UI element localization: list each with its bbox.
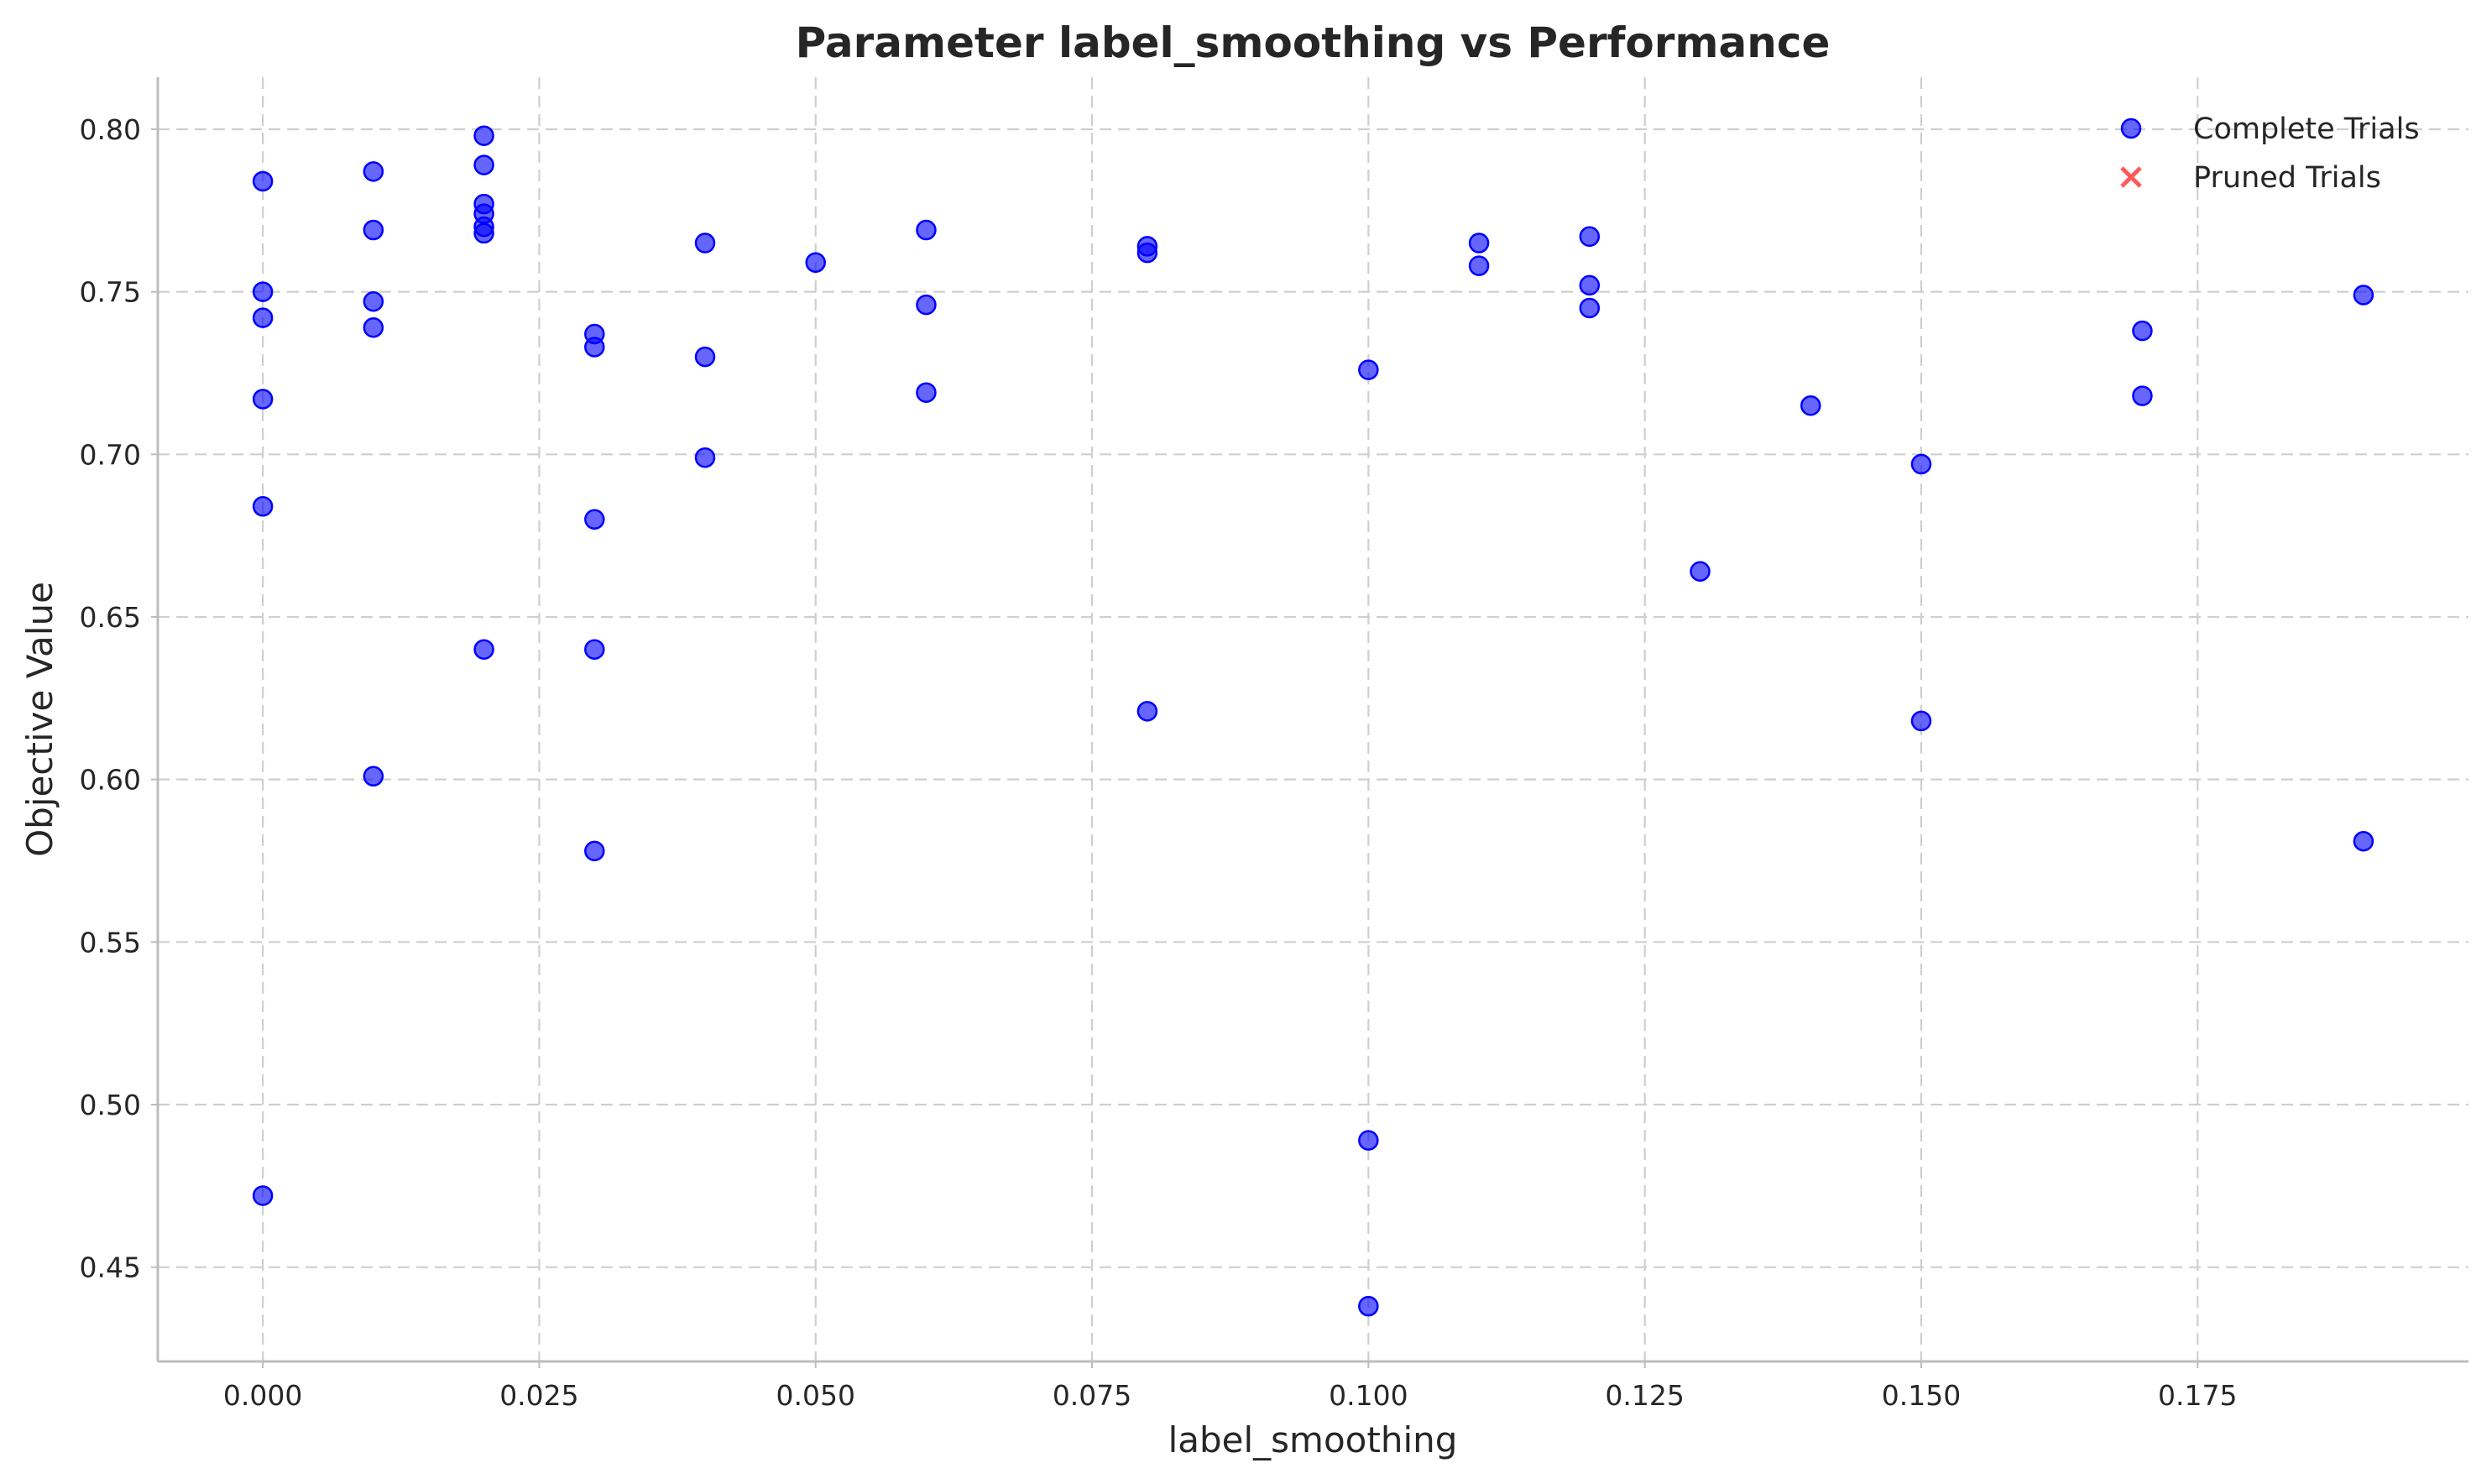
complete-trial-point <box>2132 320 2153 342</box>
complete-trial-point <box>473 154 494 175</box>
y-tick-label: 0.60 <box>80 764 141 797</box>
complete-trial-point <box>1579 274 1601 296</box>
complete-trial-point <box>252 281 274 302</box>
legend-marker-complete-trials <box>2120 118 2142 139</box>
chart-title: Parameter label_smoothing vs Performance <box>796 18 1831 67</box>
y-tick-label: 0.70 <box>80 438 141 471</box>
complete-trial-point <box>916 294 937 316</box>
legend: Complete Trials Pruned Trials <box>2120 112 2420 195</box>
y-tick-label: 0.65 <box>80 601 141 634</box>
complete-trial-point <box>1358 1295 1379 1317</box>
complete-trial-point <box>252 389 274 410</box>
complete-trial-point <box>1579 226 1601 248</box>
complete-trial-point <box>473 639 494 660</box>
complete-trial-point <box>584 639 605 660</box>
complete-trial-point <box>1358 359 1379 380</box>
complete-trial-point <box>252 496 274 517</box>
y-axis-ticks: 0.45 0.50 0.55 0.60 0.65 0.70 0.75 0.80 <box>80 113 158 1284</box>
complete-trial-point <box>1136 701 1158 722</box>
complete-trial-point <box>363 291 384 312</box>
y-tick-label: 0.50 <box>80 1089 141 1121</box>
complete-trial-point <box>1579 297 1601 319</box>
complete-trial-point <box>1136 242 1158 264</box>
x-tick-label: 0.125 <box>1605 1379 1684 1412</box>
complete-trial-point <box>694 233 716 253</box>
complete-trial-point <box>1468 233 1490 253</box>
complete-trial-point <box>1800 395 1821 416</box>
data-points <box>252 125 2374 1317</box>
legend-label-pruned-trials: Pruned Trials <box>2193 161 2381 195</box>
y-tick-label: 0.45 <box>80 1251 141 1284</box>
complete-trial-point <box>473 222 494 244</box>
complete-trial-point <box>1910 710 1932 732</box>
complete-trial-point <box>363 317 384 338</box>
complete-trial-point <box>2353 285 2374 306</box>
grid-lines <box>158 77 2468 1361</box>
complete-trial-point <box>363 219 384 241</box>
complete-trial-point <box>1468 255 1490 276</box>
complete-trial-point <box>252 307 274 328</box>
x-axis-label: label_smoothing <box>1168 1419 1458 1460</box>
x-tick-label: 0.050 <box>776 1379 855 1412</box>
legend-marker-pruned-trials <box>2120 166 2142 188</box>
complete-trial-point <box>584 840 605 862</box>
complete-trial-point <box>363 161 384 182</box>
complete-trial-point <box>916 219 937 241</box>
complete-trial-point <box>805 252 826 274</box>
x-tick-label: 0.075 <box>1053 1379 1131 1412</box>
y-tick-label: 0.80 <box>80 113 141 146</box>
complete-trial-point <box>584 337 605 358</box>
axes-spines <box>156 77 2468 1363</box>
y-axis-label: Objective Value <box>19 582 60 857</box>
complete-trial-point <box>916 382 937 403</box>
y-tick-label: 0.55 <box>80 926 141 959</box>
complete-trial-point <box>2132 385 2153 406</box>
x-axis-ticks: 0.000 0.025 0.050 0.075 0.100 0.125 0.150 0.175 <box>223 1361 2238 1412</box>
x-tick-label: 0.100 <box>1329 1379 1408 1412</box>
y-tick-label: 0.75 <box>80 276 141 309</box>
x-tick-label: 0.025 <box>499 1379 578 1412</box>
complete-trial-point <box>1910 453 1932 475</box>
x-tick-label: 0.175 <box>2158 1379 2237 1412</box>
complete-trial-point <box>473 125 494 146</box>
complete-trial-point <box>584 509 605 530</box>
x-tick-label: 0.150 <box>1882 1379 1961 1412</box>
legend-label-complete-trials: Complete Trials <box>2193 112 2420 146</box>
complete-trial-point <box>1690 561 1711 583</box>
complete-trial-point <box>1358 1130 1379 1151</box>
complete-trial-point <box>694 447 716 468</box>
complete-trial-point <box>694 346 716 368</box>
complete-trial-point <box>2353 831 2374 852</box>
complete-trial-point <box>252 170 274 192</box>
x-tick-label: 0.000 <box>223 1379 302 1412</box>
complete-trial-point <box>252 1185 274 1206</box>
complete-trial-point <box>363 766 384 787</box>
